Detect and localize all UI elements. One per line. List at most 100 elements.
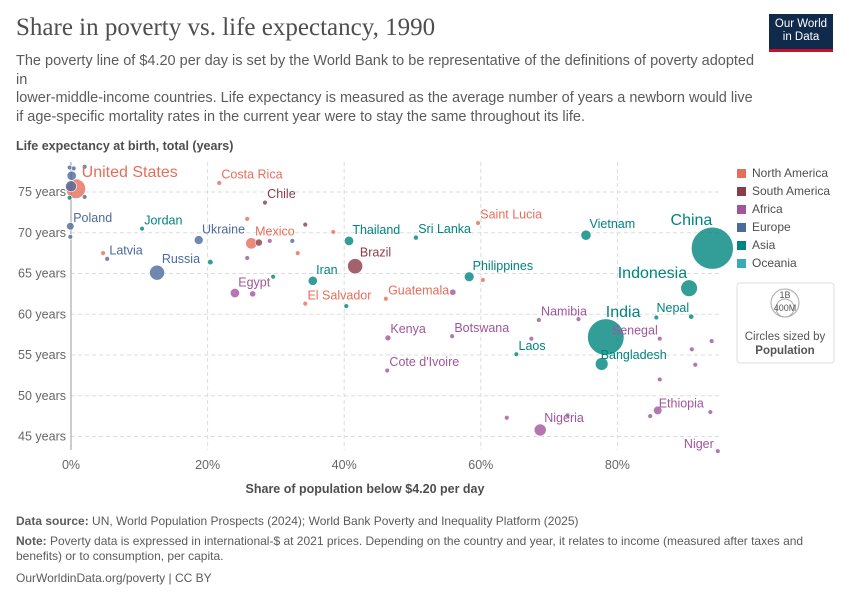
data-label: Jordan [144, 213, 182, 227]
size-legend-box [736, 282, 835, 364]
data-point-nigeria [533, 423, 547, 437]
data-point-kenya [384, 334, 392, 342]
data-point-country [100, 250, 106, 256]
data-point-thailand [344, 235, 354, 246]
data-point-senegal [657, 336, 663, 342]
legend-swatch [737, 241, 746, 250]
legend-label: Oceania [752, 256, 797, 270]
data-point-nepal [688, 313, 695, 320]
data-point-country [504, 415, 510, 421]
data-point-egypt [229, 288, 240, 299]
data-point-country [270, 274, 276, 280]
data-point-iran [307, 275, 318, 286]
size-legend-text: Population [755, 345, 814, 357]
legend-swatch [737, 205, 746, 214]
legend-label: Europe [752, 220, 791, 234]
legend-item-south-america[interactable]: South America [737, 184, 830, 198]
size-legend-text: 1B [779, 290, 790, 300]
owid-logo[interactable]: Our World in Data [769, 14, 833, 52]
legend-swatch [737, 223, 746, 232]
data-point-country [207, 259, 214, 266]
data-point-country [343, 303, 349, 309]
data-point-ukraine [193, 235, 204, 245]
data-point-country [254, 238, 263, 247]
size-legend-text: 400M [774, 303, 797, 313]
logo-line-1: Our World [774, 18, 828, 30]
logo-line-2: in Data [782, 31, 820, 43]
data-point-country [81, 194, 88, 200]
legend-item-asia[interactable]: Asia [737, 238, 775, 252]
data-label: United States [82, 164, 178, 181]
data-point-country [708, 338, 715, 344]
license-link[interactable]: OurWorldinData.org/poverty | CC BY [16, 571, 212, 585]
y-tick-label: 70 years [18, 226, 66, 240]
x-tick-label: 60% [468, 458, 493, 472]
data-label: Laos [519, 339, 546, 353]
data-point-russia [149, 264, 165, 281]
data-label: Vietnam [590, 217, 636, 231]
data-point-country [81, 164, 88, 170]
legend-item-africa[interactable]: Africa [737, 202, 783, 216]
note-text: Poverty data is expressed in internation… [16, 534, 804, 563]
source-text: UN, World Population Prospects (2024); W… [88, 514, 579, 528]
data-label: Poland [73, 211, 112, 225]
data-point-country [480, 277, 486, 283]
data-label: Bangladesh [601, 348, 667, 362]
data-label: Cote d'Ivoire [389, 355, 459, 369]
legend-item-europe[interactable]: Europe [737, 220, 791, 234]
legend-swatch [737, 169, 746, 178]
data-point-ethiopia [653, 405, 663, 416]
note-label: Note: [16, 534, 47, 548]
note: Note: Poverty data is expressed in inter… [16, 534, 816, 564]
data-label: Senegal [612, 323, 658, 337]
data-label: Philippines [473, 259, 533, 273]
data-label: Mexico [255, 225, 295, 239]
data-label: Brazil [360, 246, 391, 260]
data-point-country [267, 238, 273, 244]
chart-subtitle: The poverty line of $4.20 per day is set… [16, 53, 755, 125]
data-label: Costa Rica [221, 168, 282, 182]
data-label: Sri Lanka [418, 222, 471, 236]
size-legend-text: Circles sized by [745, 331, 826, 343]
data-point-country [65, 180, 77, 193]
chart-title: Share in poverty vs. life expectancy, 19… [16, 14, 436, 41]
data-point-china [691, 226, 734, 270]
data-point-country [66, 195, 73, 201]
data-point-country [528, 336, 535, 342]
data-point-poland [66, 222, 75, 231]
data-point-country [249, 290, 257, 298]
data-label: Ethiopia [659, 396, 704, 410]
data-label: Indonesia [618, 265, 687, 282]
y-tick-label: 50 years [18, 389, 66, 403]
legend-item-oceania[interactable]: Oceania [737, 256, 797, 270]
data-point-brazil [347, 258, 364, 275]
data-point-philippines [464, 271, 475, 282]
data-point-country [295, 250, 301, 256]
data-point-laos [513, 351, 520, 357]
data-label: Botswana [454, 321, 509, 335]
data-point-chile [262, 199, 268, 206]
x-tick-label: 0% [62, 458, 80, 472]
legend-swatch [737, 187, 746, 196]
x-tick-label: 80% [605, 458, 630, 472]
data-label: Egypt [238, 275, 270, 289]
x-tick-label: 20% [195, 458, 220, 472]
legend-item-north-america[interactable]: North America [737, 166, 828, 180]
data-point-guatemala [383, 296, 389, 302]
legend-label: Africa [752, 202, 783, 216]
data-label: Chile [267, 187, 296, 201]
y-tick-label: 45 years [18, 430, 66, 444]
data-point-country [692, 362, 698, 368]
data-point-vietnam [580, 229, 592, 241]
data-point-country [289, 238, 295, 244]
data-point-country [66, 170, 77, 181]
data-point-botswana [449, 333, 455, 339]
data-point-country [244, 216, 250, 222]
data-point-sri-lanka [413, 234, 419, 241]
data-label: El Salvador [307, 288, 371, 302]
data-label: Ukraine [202, 223, 245, 237]
x-tick-label: 40% [332, 458, 357, 472]
data-label: Thailand [352, 223, 400, 237]
